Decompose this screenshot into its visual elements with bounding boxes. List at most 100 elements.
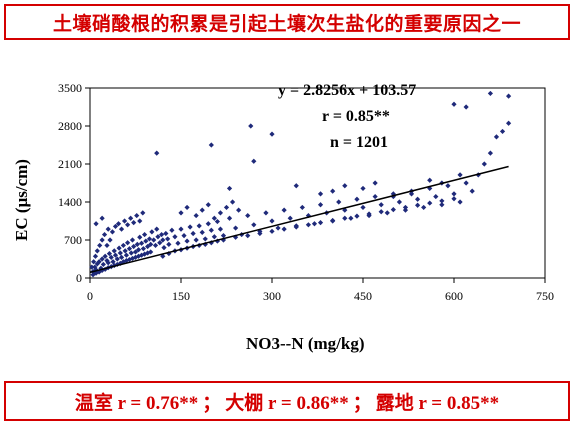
- data-point: [116, 245, 122, 251]
- tunnel-correlation: 大棚 r = 0.86**: [225, 392, 349, 414]
- data-point: [94, 248, 100, 254]
- data-point: [138, 240, 145, 246]
- data-point: [93, 221, 99, 227]
- data-point: [92, 264, 98, 270]
- data-point: [128, 215, 134, 221]
- x-tick-label: 600: [445, 289, 463, 303]
- data-point: [378, 209, 384, 215]
- data-point: [378, 202, 384, 208]
- data-point: [245, 212, 251, 219]
- data-point: [137, 218, 143, 224]
- data-point: [281, 226, 287, 232]
- data-point: [217, 210, 224, 216]
- data-point: [451, 196, 457, 202]
- data-point: [120, 242, 126, 249]
- x-tick-label: 0: [87, 289, 93, 303]
- data-point: [135, 247, 142, 253]
- greenhouse-correlation: 温室 r = 0.76**: [74, 392, 199, 414]
- x-tick-label: 450: [354, 289, 372, 303]
- field-correlation: 露地 r = 0.85**: [375, 392, 500, 414]
- data-point: [114, 256, 120, 262]
- data-point: [220, 233, 227, 239]
- data-point: [481, 161, 487, 167]
- data-point: [121, 218, 128, 224]
- data-point: [499, 128, 506, 135]
- data-point: [131, 220, 137, 226]
- data-point: [305, 222, 311, 228]
- data-point: [101, 231, 108, 238]
- data-point: [205, 221, 211, 227]
- data-point: [199, 229, 205, 235]
- data-point: [421, 204, 427, 211]
- data-point: [138, 252, 145, 258]
- data-point: [469, 188, 475, 194]
- data-point: [163, 230, 169, 237]
- data-point: [439, 198, 445, 204]
- data-point: [145, 243, 151, 250]
- data-point: [134, 241, 140, 247]
- data-point: [236, 207, 242, 213]
- x-tick-label: 750: [536, 289, 554, 303]
- data-point: [366, 211, 372, 217]
- sample-size: n = 1201: [330, 134, 389, 151]
- data-point: [311, 221, 318, 227]
- data-point: [251, 222, 257, 228]
- data-point: [161, 245, 167, 251]
- data-point: [91, 259, 97, 265]
- data-point: [184, 238, 190, 244]
- data-point: [112, 223, 119, 230]
- data-point: [248, 123, 254, 129]
- data-point: [99, 237, 105, 243]
- y-tick-label: 3500: [58, 81, 82, 95]
- data-point: [433, 193, 439, 200]
- data-point: [142, 231, 148, 238]
- data-point: [154, 226, 160, 232]
- data-point: [129, 237, 136, 243]
- data-point: [269, 228, 275, 234]
- data-point: [132, 249, 139, 255]
- data-point: [123, 252, 129, 258]
- data-point: [257, 230, 263, 237]
- data-point: [372, 180, 378, 186]
- data-point: [506, 93, 512, 99]
- data-point: [205, 202, 211, 208]
- data-point: [396, 199, 402, 205]
- y-axis-label: EC (μs/cm): [12, 159, 31, 241]
- data-point: [90, 272, 96, 278]
- data-point: [94, 261, 100, 267]
- data-point: [155, 234, 161, 240]
- data-point: [384, 210, 390, 216]
- data-point: [193, 212, 199, 219]
- data-point: [122, 248, 128, 254]
- data-point: [439, 202, 445, 208]
- data-point: [390, 191, 396, 197]
- data-point: [148, 249, 154, 255]
- separator: ；: [202, 392, 222, 414]
- data-point: [299, 204, 305, 211]
- data-point: [415, 202, 421, 208]
- x-tick-label: 150: [172, 289, 190, 303]
- data-point: [229, 199, 236, 205]
- data-point: [330, 217, 336, 224]
- data-point: [251, 158, 257, 164]
- data-point: [211, 215, 217, 221]
- data-point: [487, 90, 493, 97]
- data-point: [451, 101, 457, 107]
- data-point: [169, 227, 175, 233]
- data-point: [181, 233, 187, 239]
- data-point: [402, 204, 409, 211]
- data-point: [317, 202, 324, 208]
- data-point: [196, 223, 202, 229]
- data-point: [92, 253, 99, 259]
- data-point: [160, 237, 166, 243]
- data-point: [118, 226, 125, 232]
- data-point: [293, 224, 299, 230]
- y-tick-label: 1400: [58, 195, 82, 209]
- data-point: [317, 220, 324, 226]
- data-point: [146, 236, 153, 242]
- data-point: [99, 215, 105, 221]
- trendline: [89, 165, 509, 274]
- data-point: [390, 207, 396, 213]
- data-point: [208, 227, 214, 233]
- page-title: 土壤硝酸根的积累是引起土壤次生盐化的重要原因之一: [4, 4, 570, 40]
